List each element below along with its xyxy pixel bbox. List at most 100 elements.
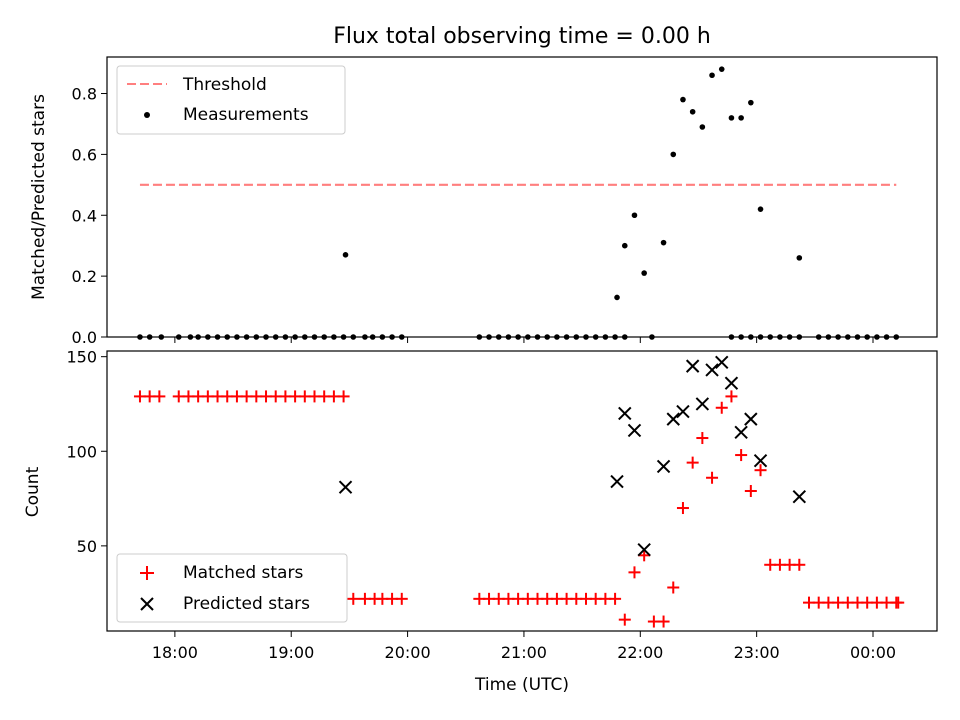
matched-star-point [735,449,748,462]
bottom-series [133,355,905,628]
measurement-point [350,334,357,340]
measurement-point [709,72,715,79]
predicted-star-stroke [637,542,651,557]
predicted-star-stroke [715,355,729,370]
predicted-star-stroke [792,489,807,504]
measurement-point [738,334,744,340]
measurement-point [689,108,696,115]
predicted-star-stroke [705,363,719,377]
predicted-star-stroke [734,425,748,440]
measurement-point [175,334,182,340]
matched-star-point [657,615,670,628]
bottom-panel: 50 100 150 18:00 19:00 20:00 21:00 22:00 23:00 0… [23,348,938,695]
measurement-point [340,334,347,340]
measurement-point [874,334,880,340]
matched-star-point [667,581,680,594]
predicted-star-point [338,480,353,494]
measurement-point [660,239,667,246]
measurement-point [544,334,551,340]
measurement-point [292,334,298,340]
top-plot-frame [106,56,938,338]
measurement-point [602,334,609,340]
predicted-star-stroke [685,359,700,373]
measurement-point [621,242,628,249]
top-y-ticks: 0.0 0.2 0.4 0.6 0.8 [72,85,107,347]
matched-star-point [744,485,757,497]
matched-legend-label: Matched stars [183,563,303,583]
bottom-legend-box [116,553,348,623]
measurement-point [854,334,861,340]
measurement-point [272,334,279,340]
measurement-point [379,334,386,340]
bottom-y-tick-label: 150 [66,348,97,367]
predicted-star-stroke [610,474,624,489]
measurement-point [748,334,754,340]
measurement-point [515,334,521,340]
predicted-star-point [610,474,624,489]
measurement-point [563,334,570,340]
predicted-star-point [715,355,729,370]
measurement-point [631,212,638,219]
top-y-axis-label: Matched/Predicted stars [29,94,49,300]
measurements-legend-label: Measurements [183,105,309,125]
top-y-tick-label: 0.6 [72,145,97,164]
measurement-point [728,334,735,340]
matched-star-point [676,502,689,515]
bottom-x-tick-label: 19:00 [268,643,314,662]
matched-star-point [609,592,622,605]
top-legend-box [116,65,346,135]
measurement-point [718,66,725,72]
bottom-x-tick-label: 21:00 [501,643,547,662]
measurement-point [158,334,165,340]
matched-star-point [706,471,719,484]
predicted-star-point [734,425,748,440]
predicted-legend-symbol [140,597,154,611]
measurement-point [796,255,803,261]
matched-star-point [892,596,905,609]
measurement-point [612,334,618,340]
predicted-star-stroke [618,406,632,421]
predicted-star-stroke [627,423,642,438]
measurement-point [224,334,231,340]
measurement-point [883,334,890,340]
matched-legend-symbol [140,566,154,580]
measurement-point [699,124,706,130]
matched-star-point [618,613,631,626]
measurement-point [495,334,502,340]
measurement-point [680,96,686,103]
matched-star-point [686,456,699,469]
matched-star-point [337,390,350,403]
predicted-star-point [724,376,739,390]
measurement-point [362,334,368,340]
bottom-plot-frame [106,350,938,632]
measurement-point [321,334,327,340]
matched-star-point [715,401,728,414]
measurement-point [815,334,822,340]
measurement-point [777,334,783,340]
measurement-point [137,334,143,340]
matched-star-point [725,390,738,403]
measurement-point [253,334,260,340]
measurement-point [621,334,628,340]
measurement-point [670,151,677,158]
matched-star-point [793,558,806,571]
measurements-legend-symbol [144,112,150,118]
measurement-point [893,334,900,340]
predicted-star-stroke [724,376,739,390]
predicted-star-point [753,454,768,468]
measurement-point [302,334,308,340]
measurement-point [592,334,599,340]
measurement-point [214,334,221,340]
measurement-point [614,294,620,301]
predicted-star-point [627,423,642,438]
measurement-point [525,334,531,340]
measurement-point [649,334,655,340]
top-y-tick-label: 0.2 [72,267,97,286]
bottom-x-tick-label: 18:00 [152,643,198,662]
threshold-legend-label: Threshold [182,75,267,95]
matched-star-point [754,464,767,477]
top-panel: 0.00.20.40.60.8 Matched/Predicted stars … [29,56,938,347]
measurement-point [738,115,744,121]
measurement-point [554,334,560,340]
predicted-star-stroke [666,412,680,426]
